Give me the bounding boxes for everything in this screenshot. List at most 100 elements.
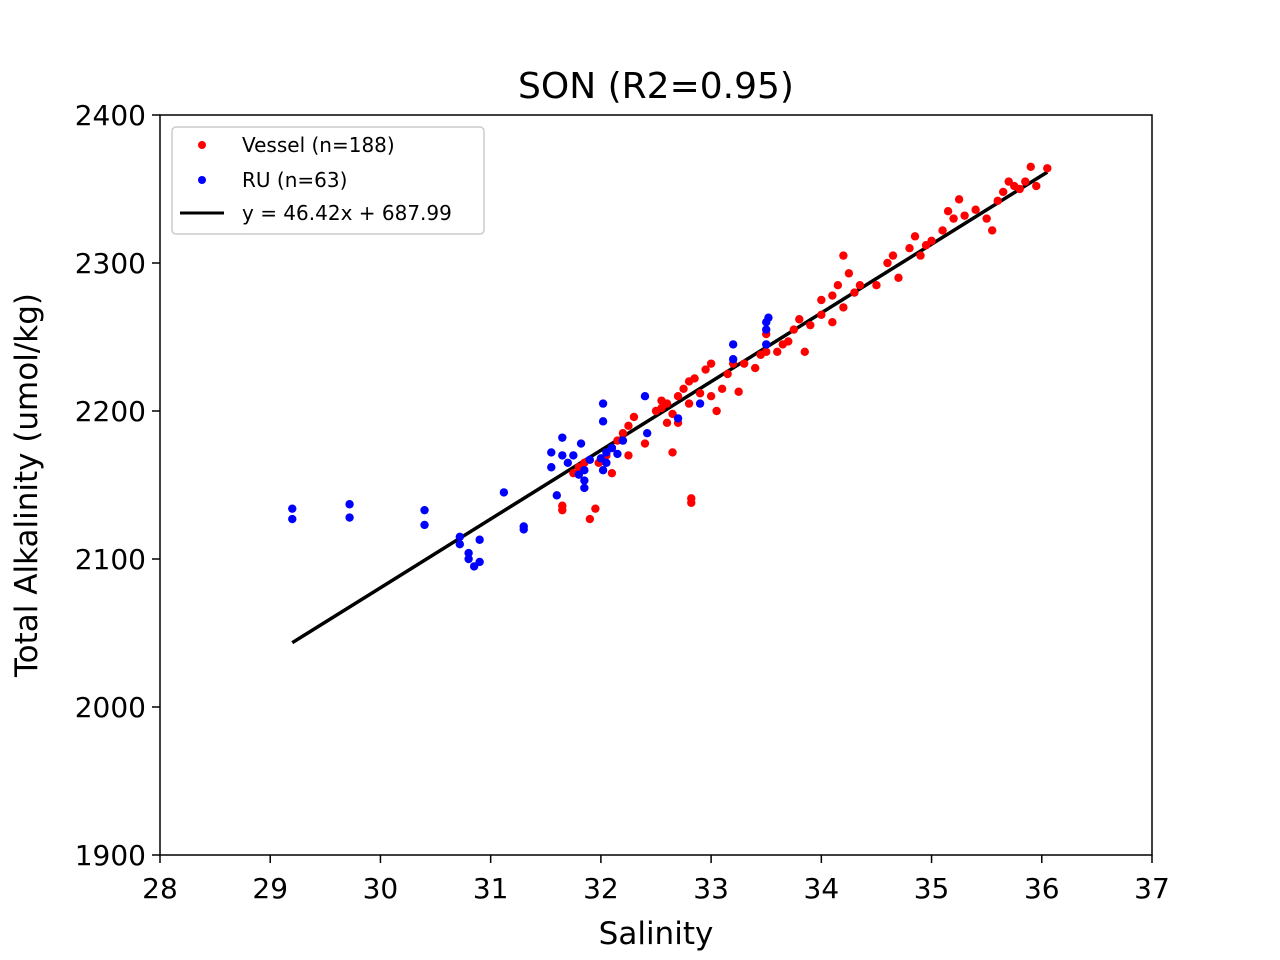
y-tick-label: 1900 bbox=[75, 839, 146, 872]
x-tick-label: 31 bbox=[473, 872, 509, 905]
vessel-point bbox=[734, 387, 743, 396]
vessel-point bbox=[673, 392, 683, 401]
vessel-point bbox=[839, 303, 848, 312]
x-tick-label: 34 bbox=[804, 872, 840, 905]
plot-frame bbox=[159, 114, 1153, 856]
ru-point bbox=[288, 504, 297, 513]
vessel-point bbox=[701, 365, 710, 374]
vessel-point bbox=[850, 288, 859, 297]
vessel-point bbox=[839, 251, 848, 260]
fit-line bbox=[291, 170, 1049, 645]
vessel-point bbox=[795, 315, 804, 324]
ru-point bbox=[576, 439, 586, 448]
ru-point bbox=[552, 491, 561, 500]
ru-point bbox=[519, 522, 528, 531]
ru-point bbox=[558, 433, 567, 442]
vessel-point bbox=[624, 421, 633, 430]
legend-label-fit: y = 46.42x + 687.99 bbox=[242, 201, 452, 225]
ru-point bbox=[345, 513, 354, 522]
vessel-point bbox=[1015, 184, 1024, 194]
vessel-point bbox=[690, 374, 699, 383]
vessel-point bbox=[784, 337, 793, 346]
vessel-point bbox=[894, 273, 903, 282]
vessel-point bbox=[657, 396, 666, 405]
y-tick-label: 2000 bbox=[75, 691, 146, 724]
y-tick-label: 2100 bbox=[75, 543, 146, 576]
vessel-point bbox=[712, 406, 721, 416]
legend-label-vessel: Vessel (n=188) bbox=[242, 133, 395, 157]
vessel-point bbox=[607, 468, 617, 478]
vessel-point bbox=[668, 448, 677, 457]
legend-marker-vessel bbox=[198, 141, 206, 149]
ru-point bbox=[673, 414, 683, 423]
vessel-point bbox=[888, 251, 898, 260]
ru-point bbox=[420, 505, 429, 515]
ru-point bbox=[762, 325, 771, 334]
ru-point bbox=[598, 417, 608, 426]
x-tick-label: 37 bbox=[1134, 872, 1170, 905]
vessel-point bbox=[987, 226, 997, 235]
vessel-point bbox=[949, 214, 958, 223]
y-tick-label: 2400 bbox=[75, 99, 146, 132]
ru-point bbox=[607, 443, 617, 453]
vessel-point bbox=[800, 347, 809, 356]
vessel-point bbox=[789, 325, 798, 334]
ru-point bbox=[345, 500, 354, 509]
ru-point bbox=[613, 449, 622, 459]
legend-box bbox=[171, 126, 485, 235]
ru-point bbox=[602, 458, 611, 467]
ru-point bbox=[585, 455, 595, 465]
ru-point bbox=[728, 355, 738, 364]
vessel-point bbox=[982, 214, 991, 223]
ru-point bbox=[288, 514, 297, 524]
vessel-point bbox=[1043, 164, 1052, 173]
vessel-point bbox=[806, 320, 815, 330]
x-axis: 28 29 30 31 32 33 34 35 36 37 bbox=[142, 855, 1170, 905]
x-tick-label: 35 bbox=[914, 872, 950, 905]
chart-title: SON (R2=0.95) bbox=[518, 66, 794, 107]
vessel-point bbox=[723, 369, 732, 379]
vessel-point bbox=[756, 350, 765, 359]
ru-point bbox=[618, 436, 628, 445]
vessel-point bbox=[828, 291, 837, 300]
vessel-point bbox=[773, 347, 782, 356]
ru-point bbox=[455, 532, 465, 541]
legend: Vessel (n=188) RU (n=63) y = 46.42x + 68… bbox=[171, 126, 485, 235]
vessel-point bbox=[855, 281, 865, 290]
vessel-point bbox=[695, 389, 705, 398]
ru-point bbox=[695, 399, 705, 408]
vessel-point bbox=[591, 504, 600, 513]
vessel-point bbox=[833, 281, 843, 290]
ru-point bbox=[598, 399, 608, 408]
x-tick-label: 33 bbox=[693, 872, 729, 905]
ru-point bbox=[475, 535, 484, 544]
points-layer bbox=[288, 162, 1052, 571]
vessel-point bbox=[916, 251, 925, 260]
vessel-point bbox=[960, 211, 969, 220]
ru-point bbox=[547, 463, 556, 472]
ru-point bbox=[642, 429, 652, 438]
plot-area bbox=[159, 114, 1153, 856]
x-tick-label: 32 bbox=[583, 872, 619, 905]
vessel-point bbox=[679, 384, 688, 393]
ru-point bbox=[569, 451, 578, 460]
vessel-point bbox=[999, 187, 1008, 197]
ru-point bbox=[547, 448, 556, 457]
vessel-point bbox=[993, 196, 1002, 206]
x-tick-label: 30 bbox=[363, 872, 399, 905]
vessel-point bbox=[585, 514, 595, 524]
vessel-point bbox=[943, 207, 953, 216]
vessel-point bbox=[624, 451, 633, 460]
vessel-point bbox=[739, 359, 749, 368]
legend-label-ru: RU (n=63) bbox=[242, 168, 347, 192]
vessel-point bbox=[640, 439, 650, 448]
vessel-point bbox=[684, 399, 694, 408]
ru-point bbox=[499, 488, 509, 497]
vessel-point bbox=[1021, 177, 1030, 186]
vessel-point bbox=[954, 195, 964, 204]
x-tick-label: 29 bbox=[252, 872, 288, 905]
ru-point bbox=[764, 313, 773, 322]
ru-point bbox=[580, 466, 589, 475]
vessel-point bbox=[687, 494, 696, 503]
